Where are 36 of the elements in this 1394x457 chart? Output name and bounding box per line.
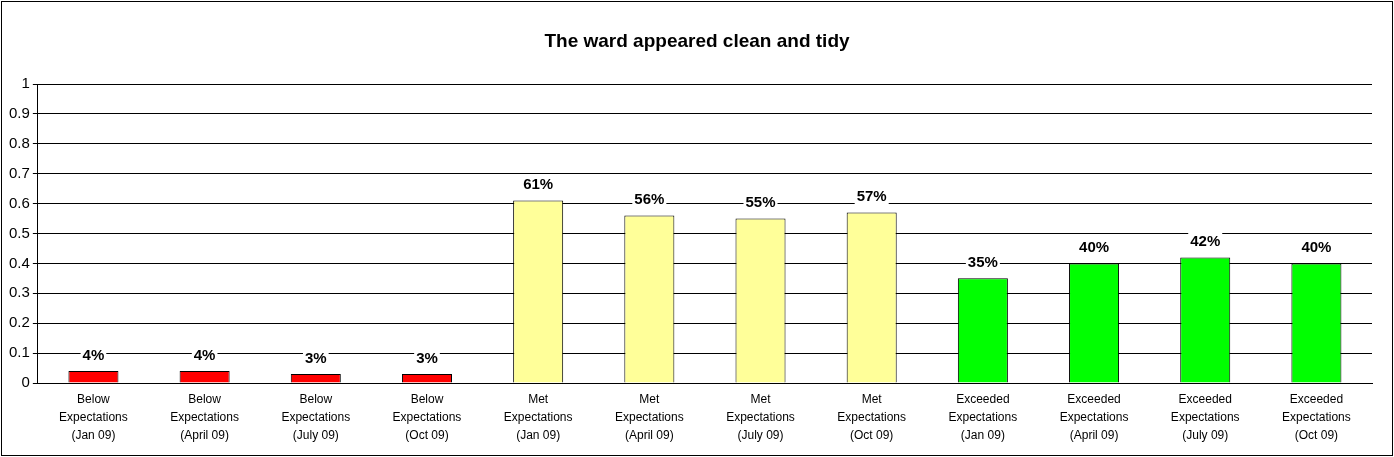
chart-title: The ward appeared clean and tidy	[543, 30, 851, 52]
y-tick-label: 0.5	[8, 223, 30, 241]
data-label: 40%	[1301, 238, 1332, 256]
y-tick-label: 0.3	[8, 283, 30, 301]
y-tick-label: 0.4	[8, 253, 30, 271]
y-tick-label: 0.7	[8, 163, 30, 181]
y-tick-label: 0.2	[8, 313, 30, 331]
y-tick-label: 0.6	[8, 193, 30, 211]
data-label: 42%	[1190, 232, 1221, 250]
data-label: 56%	[634, 190, 665, 208]
data-label: 3%	[416, 348, 438, 366]
data-label: 40%	[1079, 238, 1110, 256]
data-label: 35%	[967, 252, 998, 270]
y-tick-label: 0.8	[8, 133, 30, 151]
data-label: 61%	[523, 175, 554, 193]
x-tick-label: Below Expectations (July 09)	[281, 392, 351, 443]
x-tick-label: Met Expectations (July 09)	[726, 392, 795, 443]
y-tick-label: 0.9	[8, 104, 30, 122]
x-tick-label: Exceeded Expectations (July 09)	[1170, 392, 1240, 443]
y-tick-label: 0	[21, 373, 30, 391]
x-tick-label: Below Expectations (Jan 09)	[59, 392, 128, 443]
x-tick-label: Met Expectations (Jan 09)	[503, 392, 573, 443]
data-label: 3%	[304, 348, 327, 366]
x-tick-label: Met Expectations (Oct 09)	[837, 392, 907, 443]
y-tick-label: 1	[21, 74, 30, 92]
x-tick-label: Exceeded Expectations (April 09)	[1059, 392, 1129, 443]
x-tick-label: Exceeded Expectations (Oct 09)	[1282, 392, 1351, 443]
data-label: 57%	[856, 187, 887, 205]
data-label: 4%	[193, 345, 216, 363]
data-label: 4%	[82, 345, 105, 363]
y-tick-label: 0.1	[8, 343, 30, 361]
x-tick-label: Met Expectations (April 09)	[614, 392, 684, 443]
data-label: 55%	[745, 193, 776, 211]
x-tick-label: Below Expectations (April 09)	[170, 392, 239, 443]
x-tick-label: Below Expectations (Oct 09)	[392, 392, 462, 443]
x-tick-label: Exceeded Expectations (Jan 09)	[948, 392, 1018, 443]
